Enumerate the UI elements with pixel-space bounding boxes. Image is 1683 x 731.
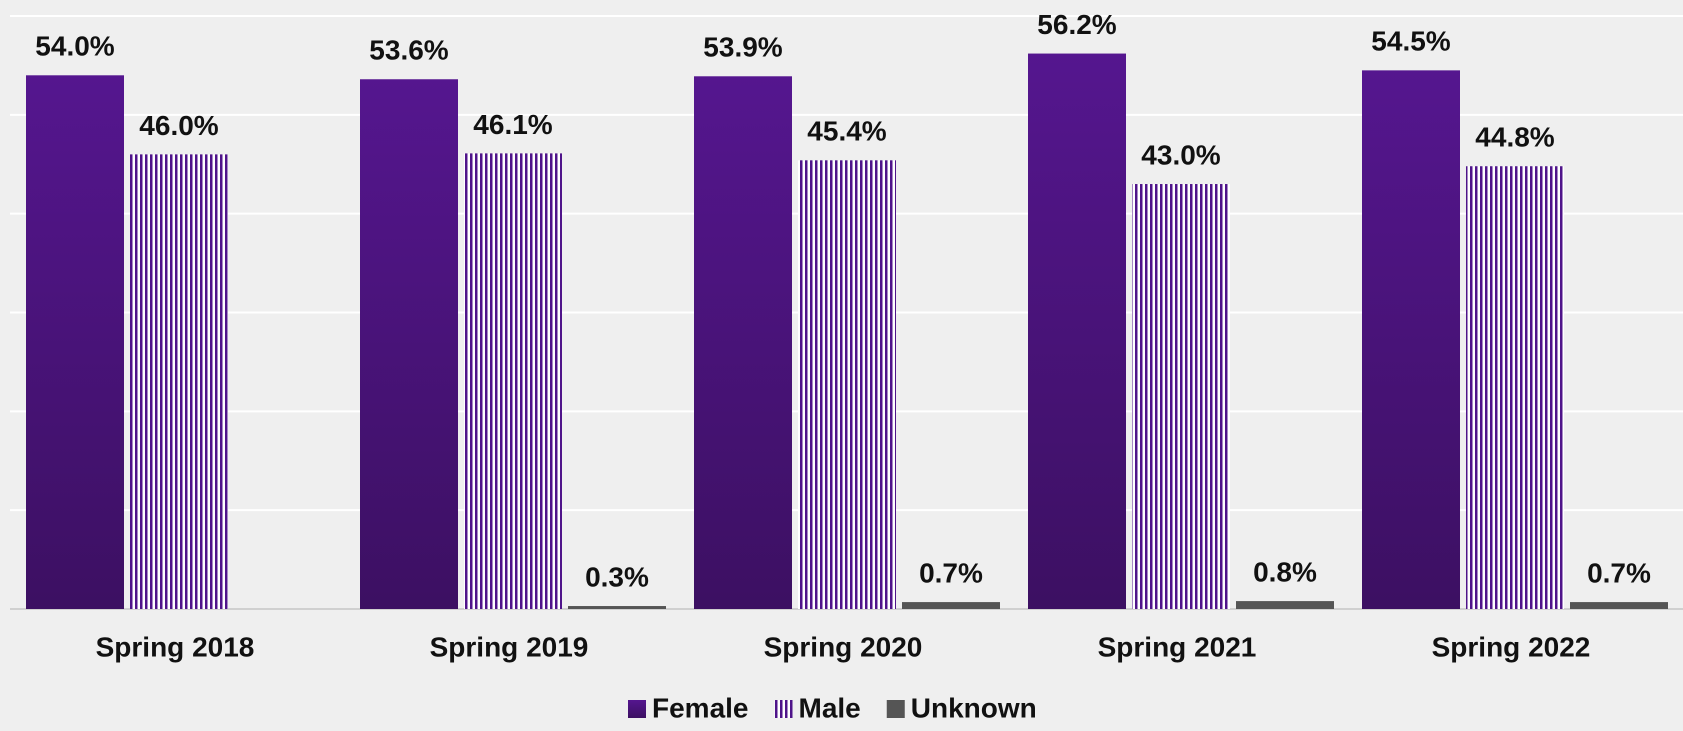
- x-tick-label: Spring 2018: [96, 631, 255, 662]
- bar: [1236, 601, 1334, 609]
- legend-label: Unknown: [911, 692, 1037, 723]
- legend-swatch: [886, 700, 905, 718]
- bar: [1362, 70, 1460, 609]
- value-label: 0.7%: [1587, 557, 1651, 588]
- bar: [360, 79, 458, 609]
- value-label: 0.7%: [919, 557, 983, 588]
- value-label: 54.0%: [35, 31, 114, 62]
- bar: [1028, 53, 1126, 610]
- bar: [694, 76, 792, 609]
- value-label: 46.0%: [139, 110, 218, 141]
- x-tick-label: Spring 2021: [1098, 631, 1257, 662]
- value-label: 0.3%: [585, 561, 649, 592]
- legend-label: Male: [799, 692, 861, 723]
- x-tick-label: Spring 2020: [764, 631, 923, 662]
- bar: [798, 160, 896, 609]
- x-tick-label: Spring 2019: [430, 631, 589, 662]
- legend-swatch: [628, 700, 646, 718]
- legend-swatch: [774, 700, 793, 718]
- value-label: 53.9%: [703, 32, 782, 63]
- bar: [1570, 602, 1668, 609]
- value-label: 54.5%: [1371, 26, 1450, 57]
- value-label: 53.6%: [369, 35, 448, 66]
- value-label: 0.8%: [1253, 556, 1317, 587]
- value-label: 44.8%: [1475, 122, 1554, 153]
- value-label: 56.2%: [1037, 9, 1116, 40]
- bar: [1466, 166, 1564, 609]
- bar: [1132, 184, 1230, 609]
- bar: [26, 75, 124, 610]
- bar: [568, 606, 666, 609]
- bar: [130, 154, 228, 609]
- bar: [902, 602, 1000, 609]
- value-label: 43.0%: [1141, 139, 1220, 170]
- x-tick-label: Spring 2022: [1432, 631, 1591, 662]
- value-label: 45.4%: [807, 116, 886, 147]
- legend-label: Female: [652, 692, 749, 723]
- value-label: 46.1%: [473, 109, 552, 140]
- bar: [464, 153, 562, 609]
